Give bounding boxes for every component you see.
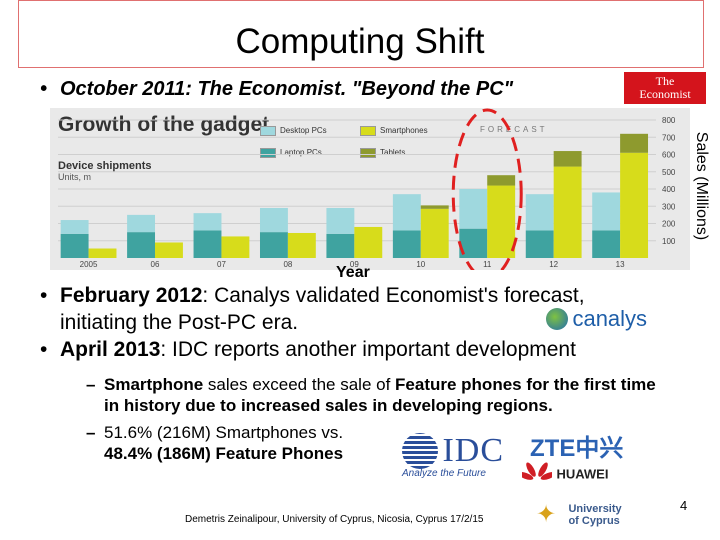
bar-smartphones bbox=[88, 248, 117, 258]
sub-share-line2: 48.4% (186M) Feature Phones bbox=[104, 444, 344, 463]
x-tick-label: 06 bbox=[151, 260, 160, 269]
bullet-marker: • bbox=[40, 78, 48, 100]
bar-desktop-pcs bbox=[259, 207, 288, 233]
bar-desktop-pcs bbox=[392, 194, 421, 231]
idc-logo: IDC Analyze the Future bbox=[402, 432, 505, 479]
bar-laptop-pcs bbox=[193, 230, 222, 258]
zte-logo: ZTE中兴 bbox=[530, 435, 624, 462]
y-tick-label: 200 bbox=[662, 220, 676, 229]
slide-title: Computing Shift bbox=[235, 22, 485, 61]
x-tick-label: 09 bbox=[350, 260, 359, 269]
legend-desktop: Desktop PCs bbox=[260, 126, 327, 136]
sub-bullet-share: – 51.6% (216M) Smartphones vs. 48.4% (18… bbox=[86, 422, 666, 464]
canalys-globe-icon bbox=[546, 308, 568, 330]
bar-tablets bbox=[553, 151, 582, 167]
huawei-flower-icon bbox=[518, 462, 556, 480]
dash-marker: – bbox=[86, 375, 96, 394]
legend-tablets: Tablets bbox=[360, 148, 405, 158]
bar-tablets bbox=[620, 133, 649, 153]
legend-smartphones: Smartphones bbox=[360, 126, 428, 136]
bar-desktop-pcs bbox=[525, 194, 554, 231]
bullet-economist: • October 2011: The Economist. "Beyond th… bbox=[40, 76, 513, 103]
bar-smartphones bbox=[354, 226, 383, 258]
bar-smartphones bbox=[287, 232, 316, 258]
dash-marker: – bbox=[86, 423, 96, 442]
economist-logo-line1: The bbox=[655, 74, 675, 88]
bar-desktop-pcs bbox=[60, 220, 89, 234]
economist-logo-line2: Economist bbox=[639, 87, 691, 101]
bar-laptop-pcs bbox=[60, 233, 89, 258]
main-bullets: • February 2012: Canalys validated Econo… bbox=[40, 282, 680, 363]
bullet-canalys-text: : Canalys validated Economist's forecast… bbox=[60, 284, 585, 334]
chart-units: Units, m bbox=[58, 172, 92, 182]
ucy-logo: ✦ University of Cyprus bbox=[536, 501, 622, 528]
bar-smartphones bbox=[155, 242, 183, 258]
sub-bullets: – Smartphone sales exceed the sale of Fe… bbox=[86, 374, 666, 464]
forecast-label: FORECAST bbox=[480, 125, 548, 134]
title-frame bbox=[18, 0, 704, 68]
bar-laptop-pcs bbox=[525, 230, 554, 258]
chart-title: Growth of the gadget bbox=[58, 113, 270, 136]
bullet-economist-text: October 2011: The Economist. "Beyond the… bbox=[60, 78, 514, 100]
sub-share-line1: 51.6% (216M) Smartphones vs. bbox=[104, 423, 344, 442]
bar-laptop-pcs bbox=[259, 232, 288, 258]
ucy-emblem-icon: ✦ bbox=[536, 501, 557, 528]
y-tick-label: 800 bbox=[662, 116, 676, 125]
chart-plot: 100 200 300 400 500 600 700 800 FORECAST 2005 06 07… bbox=[58, 108, 676, 270]
y-tick-label: 400 bbox=[662, 185, 676, 194]
bar-desktop-pcs bbox=[592, 192, 621, 231]
bar-laptop-pcs bbox=[392, 230, 421, 258]
bar-smartphones bbox=[487, 185, 516, 258]
bullet-canalys-date: February 2012 bbox=[60, 284, 203, 307]
bullet-marker: • bbox=[40, 284, 48, 307]
bullet-marker: • bbox=[40, 338, 48, 361]
huawei-logo: HUAWEI bbox=[518, 460, 608, 488]
sub-bullet-smartphones: – Smartphone sales exceed the sale of Fe… bbox=[86, 375, 656, 415]
bullet-idc-text: : IDC reports another important developm… bbox=[160, 338, 576, 361]
bar-tablets bbox=[420, 205, 449, 209]
legend-laptop: Laptop PCs bbox=[260, 148, 322, 158]
x-tick-label: 13 bbox=[616, 260, 625, 269]
bullet-canalys: • February 2012: Canalys validated Econo… bbox=[40, 282, 680, 336]
y-tick-label: 300 bbox=[662, 202, 676, 211]
y-tick-label: 100 bbox=[662, 237, 676, 246]
chart-subtitle: Device shipments bbox=[58, 160, 152, 172]
idc-globe-icon bbox=[402, 433, 438, 469]
y-tick-label: 700 bbox=[662, 133, 676, 142]
bar-laptop-pcs bbox=[326, 233, 355, 258]
highlight-circle bbox=[451, 108, 523, 270]
bar-smartphones bbox=[553, 166, 582, 258]
bar-desktop-pcs bbox=[193, 213, 222, 231]
x-tick-label: 07 bbox=[217, 260, 226, 269]
x-tick-label: 10 bbox=[416, 260, 425, 269]
canalys-logo: canalys bbox=[546, 306, 647, 332]
y-tick-label: 500 bbox=[662, 168, 676, 177]
bar-tablets bbox=[487, 175, 516, 186]
gadget-chart: Growth of the gadget Device shipments Un… bbox=[50, 108, 690, 270]
x-axis-label: Year bbox=[336, 264, 370, 281]
x-tick-label: 12 bbox=[549, 260, 558, 269]
bar-laptop-pcs bbox=[592, 230, 621, 258]
economist-logo: The Economist bbox=[624, 72, 706, 104]
bar-desktop-pcs bbox=[459, 189, 488, 229]
bullet-idc-date: April 2013 bbox=[60, 338, 161, 361]
bar-desktop-pcs bbox=[326, 207, 355, 234]
bar-smartphones bbox=[221, 236, 250, 258]
x-tick-label: 2005 bbox=[80, 260, 98, 269]
bar-desktop-pcs bbox=[127, 214, 156, 233]
x-tick-label: 08 bbox=[283, 260, 292, 269]
bar-smartphones bbox=[420, 208, 449, 258]
bar-laptop-pcs bbox=[127, 232, 156, 258]
bullet-idc: • April 2013: IDC reports another import… bbox=[40, 336, 680, 363]
y-tick-label: 600 bbox=[662, 151, 676, 160]
right-axis-label: Sales (Millions) bbox=[693, 131, 710, 241]
footer-text: Demetris Zeinalipour, University of Cypr… bbox=[185, 514, 484, 525]
x-tick-label: 11 bbox=[483, 260, 492, 269]
page-number: 4 bbox=[680, 498, 688, 513]
bar-smartphones bbox=[620, 152, 649, 258]
